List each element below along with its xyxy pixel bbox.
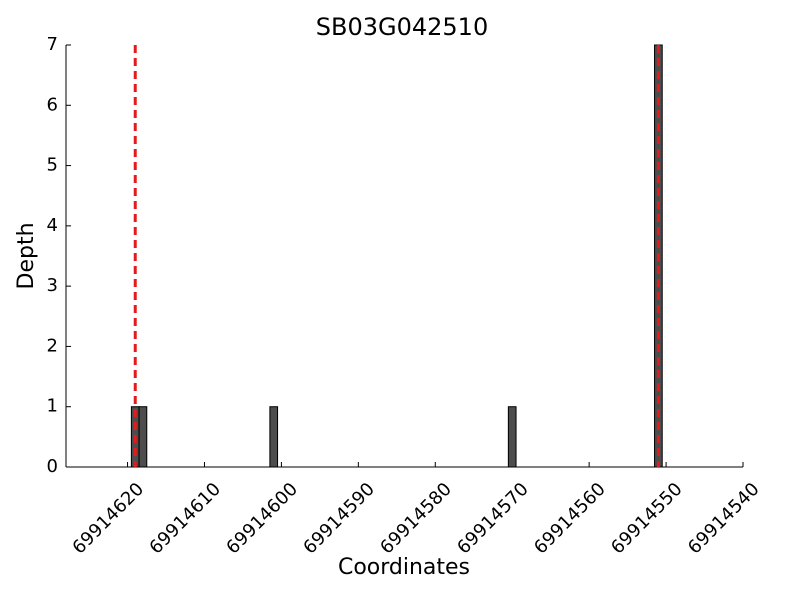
y-tick-label: 4 (47, 215, 58, 236)
y-tick-label: 1 (47, 396, 58, 417)
x-tick-label: 69914620 (68, 479, 148, 559)
y-tick-label: 6 (47, 94, 58, 115)
y-tick-label: 0 (47, 456, 58, 477)
y-tick-label: 2 (47, 335, 58, 356)
x-tick-label: 69914580 (376, 479, 456, 559)
x-tick-label: 69914550 (607, 479, 687, 559)
bar (269, 406, 279, 468)
y-tick-label: 5 (47, 155, 58, 176)
bar (138, 406, 148, 468)
x-tick-label: 69914600 (222, 479, 302, 559)
x-tick-label: 69914560 (530, 479, 610, 559)
y-tick-label: 7 (47, 34, 58, 55)
x-tick-label: 69914570 (453, 479, 533, 559)
y-axis-label: Depth (14, 222, 39, 289)
x-tick-label: 69914590 (299, 479, 379, 559)
bar (507, 406, 517, 468)
x-tick-label: 69914540 (684, 479, 764, 559)
x-axis-label: Coordinates (338, 555, 470, 580)
y-tick-label: 3 (47, 275, 58, 296)
x-tick-label: 69914610 (145, 479, 225, 559)
chart-title: SB03G042510 (316, 13, 488, 41)
